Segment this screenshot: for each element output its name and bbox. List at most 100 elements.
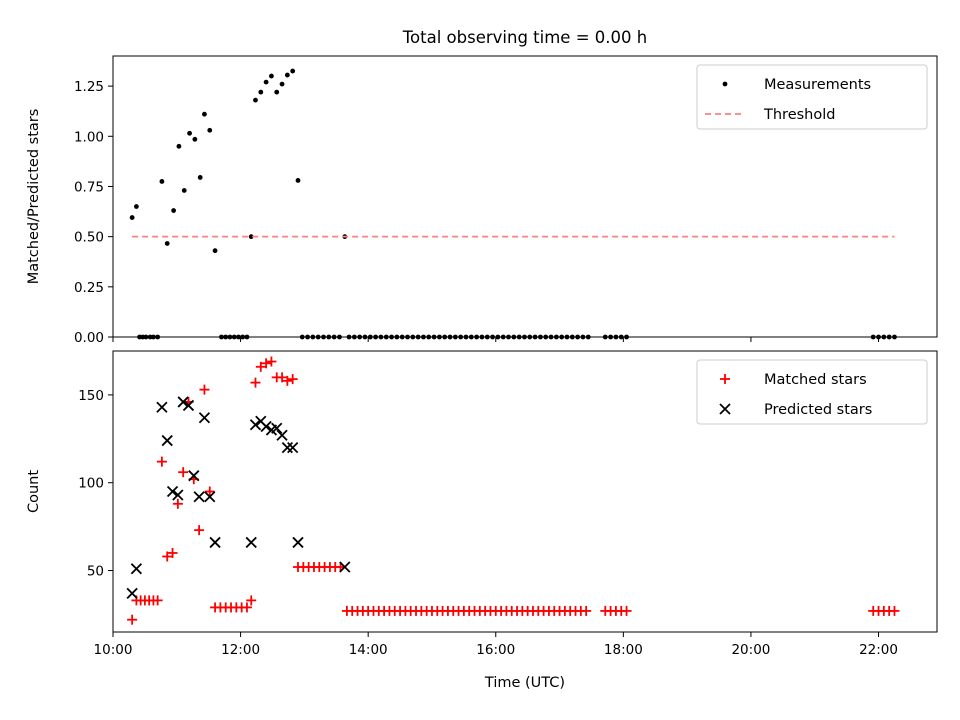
data-point — [127, 614, 138, 625]
data-point — [284, 72, 290, 78]
data-point — [292, 536, 304, 549]
figure-title: Total observing time = 0.00 h — [402, 28, 647, 47]
legend-entry: Measurements — [722, 77, 871, 93]
data-point — [162, 551, 173, 562]
data-point — [181, 188, 187, 193]
axes-frame — [112, 350, 938, 633]
data-point — [178, 467, 189, 478]
legend-label: Matched stars — [764, 372, 867, 388]
data-point — [182, 399, 195, 412]
legend-box — [696, 64, 928, 130]
legend-label: Predicted stars — [764, 402, 872, 418]
data-point — [172, 498, 183, 509]
legend-entry: Predicted stars — [719, 402, 872, 418]
data-point — [889, 605, 900, 616]
data-point — [274, 89, 280, 95]
data-point — [126, 587, 138, 599]
data-point — [250, 377, 261, 388]
data-point — [261, 358, 272, 369]
data-point — [152, 595, 163, 606]
legend: Matched stars Predicted stars — [696, 359, 928, 425]
data-point — [266, 356, 277, 367]
data-point — [204, 486, 215, 497]
y-axis-label: Matched/Predicted stars — [26, 109, 42, 285]
axes-frame — [112, 55, 938, 338]
data-point — [156, 401, 168, 413]
x-tick-label: 20:00 — [731, 642, 770, 658]
data-point — [241, 602, 252, 613]
data-point — [166, 485, 179, 498]
x-tick-label: 14:00 — [349, 642, 388, 658]
x-tick-label: 16:00 — [476, 642, 515, 658]
y-tick-label: 100 — [78, 476, 104, 492]
y-tick-label: 1.00 — [74, 129, 104, 145]
legend-swatch — [719, 403, 731, 415]
legend-label: Threshold — [763, 107, 835, 123]
data-point — [172, 489, 184, 501]
data-point — [209, 536, 221, 549]
y-tick-label: 0.50 — [74, 230, 104, 246]
x-tick-label: 18:00 — [604, 642, 643, 658]
legend-entry: Matched stars — [720, 372, 867, 388]
data-point — [177, 396, 189, 408]
data-point — [207, 127, 213, 133]
x-tick-label: 22:00 — [859, 642, 898, 658]
data-point — [212, 248, 218, 254]
series-predicted-stars — [126, 396, 351, 599]
data-point — [188, 470, 200, 482]
legend-swatch — [722, 81, 728, 87]
data-point — [197, 175, 203, 180]
data-point — [621, 605, 632, 616]
legend-entry: Threshold — [705, 107, 835, 123]
data-point — [249, 419, 262, 431]
x-tick-label: 10:00 — [94, 642, 133, 658]
data-point — [339, 561, 351, 573]
series-matched-stars — [127, 356, 900, 625]
data-point — [194, 525, 205, 536]
data-point — [130, 563, 143, 575]
data-point — [276, 429, 288, 441]
data-point — [156, 456, 167, 467]
data-point — [263, 79, 269, 85]
data-point — [171, 208, 177, 213]
data-point — [193, 491, 205, 503]
data-point — [287, 374, 298, 385]
data-point — [161, 434, 173, 447]
data-point — [129, 215, 135, 220]
data-point — [282, 375, 293, 386]
x-axis-label: Time (UTC) — [484, 675, 565, 691]
data-point — [287, 441, 299, 454]
data-point — [253, 97, 258, 103]
data-point — [279, 81, 285, 87]
data-point — [295, 178, 301, 183]
data-point — [277, 372, 288, 383]
data-point — [159, 179, 165, 184]
data-point — [290, 68, 296, 74]
legend: Measurements Threshold — [696, 64, 928, 130]
data-point — [204, 491, 216, 503]
y-tick-label: 50 — [87, 564, 104, 580]
y-tick-label: 1.25 — [74, 79, 104, 95]
legend-label: Measurements — [764, 77, 871, 93]
data-point — [269, 73, 274, 79]
ratio-panel: 0.00 0.25 0.50 0.75 1.00 1.25 Matched/Predicte… — [26, 55, 938, 346]
data-point — [199, 384, 210, 395]
data-point — [581, 605, 592, 616]
legend-box — [696, 359, 928, 425]
data-point — [176, 143, 182, 149]
data-point — [192, 136, 198, 142]
y-axis-label: Count — [26, 470, 42, 513]
data-point — [164, 241, 170, 246]
data-point — [202, 111, 207, 117]
legend-swatch — [720, 374, 730, 384]
data-point — [245, 536, 257, 549]
y-tick-label: 0.00 — [74, 330, 104, 346]
data-point — [258, 89, 264, 95]
count-panel: 10:00 12:00 14:00 16:00 18:00 20:00 22:00 50 100… — [26, 350, 938, 691]
data-point — [187, 130, 192, 136]
data-point — [260, 420, 272, 433]
data-point — [255, 361, 266, 372]
data-point — [246, 595, 257, 606]
y-tick-label: 0.25 — [74, 280, 104, 296]
data-point — [271, 422, 283, 434]
